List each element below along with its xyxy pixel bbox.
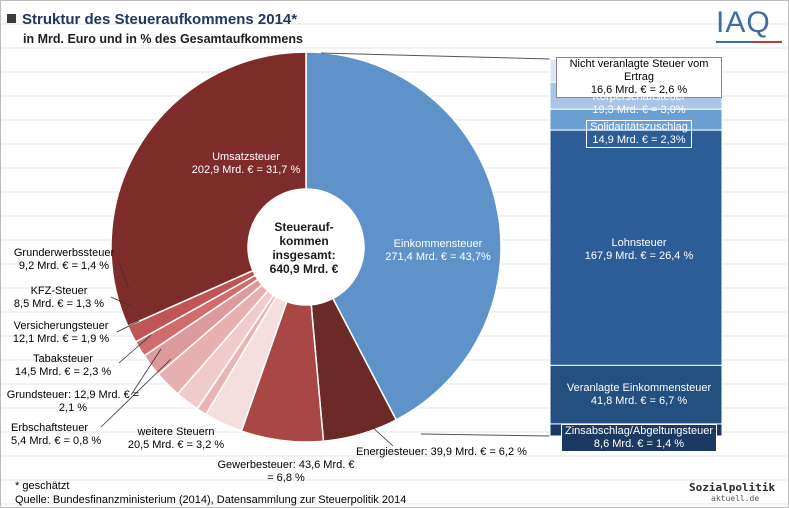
- slice-label-value: 12,1 Mrd. € = 1,9 %: [12, 333, 110, 345]
- sozialpolitik-logo: Sozialpolitik aktuell.de: [689, 481, 775, 503]
- slice-label-tabaksteuer: Tabaksteuer 14,5 Mrd. € = 2,3 %: [7, 353, 119, 379]
- iaq-logo-text: IAQ: [716, 6, 771, 39]
- segment-label-box: Zinsabschlag/Abgeltungsteuer 8,6 Mrd. € …: [561, 424, 717, 452]
- center-label-line1: Steuerauf-: [274, 220, 334, 234]
- slice-label-name: Energiesteuer: [356, 446, 425, 458]
- segment-label-name: Lohnsteuer: [611, 237, 667, 249]
- segment-label-nicht-veranlagte: Nicht veranlagte Steuer vom Ertrag 16,6 …: [556, 57, 722, 98]
- sozialpolitik-logo-text: Sozialpolitik: [689, 481, 776, 494]
- pie-slice-umsatzsteuer: [110, 51, 307, 328]
- slice-label-value: 43,6 Mrd. € = 6,8 %: [267, 459, 355, 484]
- segment-label-name: Solidaritätszuschlag: [590, 121, 688, 133]
- footnote-source: Quelle: Bundesfinanzministerium (2014), …: [15, 494, 407, 506]
- slice-label-grundsteuer: Grundsteuer: 12,9 Mrd. € = 2,1 %: [6, 389, 140, 414]
- segment-label-name: Nicht veranlagte Steuer vom Ertrag: [569, 58, 709, 83]
- slice-label-grunderwerbssteuer: Grunderwerbssteuer 9,2 Mrd. € = 1,4 %: [7, 247, 121, 273]
- segment-label-value: 8,6 Mrd. € = 1,4 %: [593, 438, 685, 450]
- segment-label-name: Körperschaftsteuer: [592, 91, 686, 103]
- breakdown-connector-line: [320, 52, 551, 60]
- slice-label-energiesteuer: Energiesteuer: 39,9 Mrd. € = 6,2 %: [356, 446, 527, 458]
- slice-label-name: Grundsteuer: [6, 389, 68, 401]
- slice-leader-line: [118, 334, 152, 364]
- chart-title-text: Struktur des Steueraufkommens 2014*: [22, 11, 298, 28]
- slice-label-versicherungsteuer: Versicherungsteuer 12,1 Mrd. € = 1,9 %: [4, 320, 118, 346]
- slice-label-value: 12,9 Mrd. € = 2,1 %: [58, 389, 140, 414]
- slice-label-value: 14,5 Mrd. € = 2,3 %: [14, 366, 112, 378]
- segment-label-value: 167,9 Mrd. € = 26,4 %: [584, 250, 694, 262]
- segment-label-lohnsteuer: Lohnsteuer 167,9 Mrd. € = 26,4 %: [556, 237, 722, 263]
- slice-label-weitere-steuern: weitere Steuern 20,5 Mrd. € = 3,2 %: [121, 426, 231, 452]
- slice-label-name: Gewerbesteuer: [217, 459, 293, 471]
- slice-label-name: Erbschaftsteuer: [11, 422, 89, 434]
- slice-leader-line: [370, 425, 394, 447]
- slice-label-value: 202,9 Mrd. € = 31,7 %: [191, 164, 301, 176]
- slice-label-value: 20,5 Mrd. € = 3,2 %: [127, 439, 225, 451]
- segment-label-box: Nicht veranlagte Steuer vom Ertrag 16,6 …: [556, 57, 722, 98]
- center-label-line2: kommen: [279, 234, 329, 248]
- iaq-logo-underline: [716, 41, 782, 43]
- iaq-logo: IAQ: [716, 6, 782, 46]
- slice-label-value: 271,4 Mrd. € = 43,7%: [385, 251, 491, 263]
- segment-label-name: Zinsabschlag/Abgeltungsteuer: [565, 425, 713, 437]
- slice-leader-line: [116, 320, 140, 333]
- segment-label-box: Solidaritätszuschlag 14,9 Mrd. € = 2,3%: [586, 120, 692, 148]
- slice-label-name: Einkommensteuer: [393, 238, 483, 250]
- slice-label-name: weitere Steuern: [137, 426, 215, 438]
- slice-label-value: 9,2 Mrd. € = 1,4 %: [18, 260, 110, 272]
- footnote-estimated: * geschätzt: [15, 480, 70, 492]
- segment-label-value: 41,8 Mrd. € = 6,7 %: [590, 395, 688, 407]
- segment-label-value: 19,3 Mrd. € = 3,0%: [592, 104, 686, 116]
- segment-label-value: 16,6 Mrd. € = 2,6 %: [590, 84, 688, 96]
- donut-hole: [249, 190, 363, 304]
- slice-label-einkommensteuer: Einkommensteuer 271,4 Mrd. € = 43,7%: [378, 238, 498, 264]
- segment-label-zinsabschlag: Zinsabschlag/Abgeltungsteuer 8,6 Mrd. € …: [556, 424, 722, 452]
- slice-label-name: KFZ-Steuer: [30, 285, 88, 297]
- connector-lines: [100, 52, 551, 447]
- bar-segment-lohnsteuer: [549, 129, 723, 366]
- segment-label-koerperschaftsteuer: Körperschaftsteuer 19,3 Mrd. € = 3,0%: [556, 91, 722, 117]
- donut-center-label: Steuerauf- kommen insgesamt: 640,9 Mrd. …: [257, 220, 351, 276]
- segment-label-value: 14,9 Mrd. € = 2,3%: [592, 134, 686, 146]
- chart-subtitle: in Mrd. Euro und in % des Gesamtaufkomme…: [23, 32, 303, 46]
- slice-label-kfz-steuer: KFZ-Steuer 8,5 Mrd. € = 1,3 %: [9, 285, 109, 311]
- slice-leader-line: [100, 358, 172, 428]
- segment-label-solidaritaetszuschlag: Solidaritätszuschlag 14,9 Mrd. € = 2,3%: [556, 120, 722, 148]
- center-label-line3: insgesamt:: [272, 248, 336, 262]
- pie-slice-einkommensteuer: [305, 51, 502, 421]
- center-label-total: 640,9 Mrd. €: [269, 262, 339, 276]
- title-bullet-icon: [7, 13, 16, 23]
- slice-leader-line: [130, 348, 162, 396]
- breakdown-connector-line: [420, 433, 551, 437]
- slice-leader-line: [110, 296, 132, 307]
- sozialpolitik-logo-subtext: aktuell.de: [711, 494, 760, 503]
- slice-leader-line: [118, 262, 130, 290]
- slice-label-value: 39,9 Mrd. € = 6,2 %: [430, 446, 527, 458]
- slice-label-name: Versicherungsteuer: [13, 320, 109, 332]
- slice-label-name: Umsatzsteuer: [212, 151, 280, 163]
- slice-label-umsatzsteuer: Umsatzsteuer 202,9 Mrd. € = 31,7 %: [187, 151, 305, 177]
- slice-label-erbschaftsteuer: Erbschaftsteuer 5,4 Mrd. € = 0,8 %: [11, 422, 101, 448]
- pie-slices: [110, 51, 502, 443]
- slice-label-name: Grunderwerbssteuer: [13, 247, 115, 259]
- slice-label-value: 5,4 Mrd. € = 0,8 %: [11, 435, 102, 447]
- chart-title: Struktur des Steueraufkommens 2014*: [7, 11, 297, 28]
- slice-label-value: 8,5 Mrd. € = 1,3 %: [13, 298, 105, 310]
- slice-label-name: Tabaksteuer: [33, 353, 93, 365]
- slice-label-gewerbesteuer: Gewerbesteuer: 43,6 Mrd. € = 6,8 %: [217, 459, 355, 484]
- segment-label-veranlagte-einkommensteuer: Veranlagte Einkommensteuer 41,8 Mrd. € =…: [556, 382, 722, 408]
- segment-label-name: Veranlagte Einkommensteuer: [566, 382, 712, 394]
